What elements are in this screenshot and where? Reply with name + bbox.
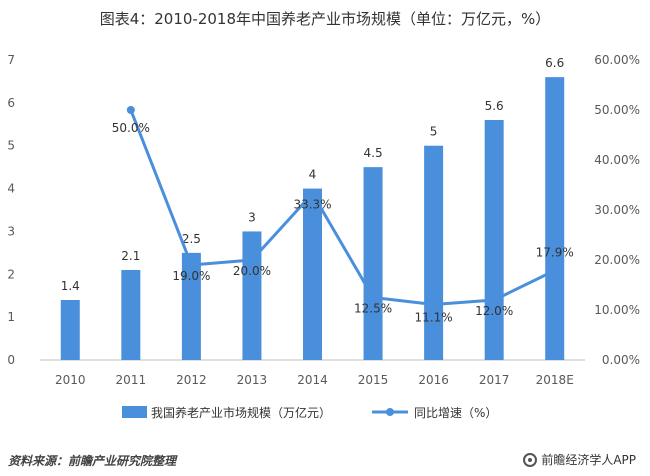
- y-right-tick-label: 60.00%: [594, 53, 640, 67]
- x-tick-label: 2014: [297, 373, 328, 387]
- y-left-tick-label: 7: [7, 53, 15, 67]
- y-axis-left: 0 1 2 3 4 5 6 7: [7, 53, 15, 367]
- legend: 我国养老产业市场规模（万亿元） 同比增速（%）: [122, 405, 497, 420]
- bar: [363, 167, 383, 360]
- line-point: [490, 296, 499, 304]
- bar-value-label: 5: [430, 125, 438, 139]
- y-left-tick-label: 4: [7, 182, 15, 196]
- line-point: [187, 261, 196, 269]
- y-left-tick-label: 1: [7, 310, 15, 324]
- y-axis-right: 0.00% 10.00% 20.00% 30.00% 40.00% 50.00% 60.00…: [594, 53, 640, 367]
- bar-value-label: 2.1: [121, 249, 140, 263]
- legend-bar-label: 我国养老产业市场规模（万亿元）: [151, 405, 331, 420]
- x-axis-ticks: 2010 2011 2012 2013 2014 2015 2016 2017 2018E: [55, 373, 574, 387]
- bar: [121, 270, 141, 360]
- bar: [181, 252, 201, 360]
- legend-line-marker: [386, 408, 394, 416]
- line-value-label: 11.1%: [415, 311, 453, 325]
- line-value-label: 17.9%: [536, 246, 574, 260]
- y-left-tick-label: 3: [7, 224, 15, 238]
- bar: [303, 188, 322, 360]
- x-tick-label: 2018E: [536, 373, 574, 387]
- source-note: 资料来源：前瞻产业研究院整理: [8, 454, 177, 468]
- bar: [60, 300, 80, 360]
- y-right-tick-label: 20.00%: [594, 253, 640, 267]
- growth-line: [129, 109, 556, 306]
- brand-logo-icon: [523, 452, 538, 467]
- bar-series: [60, 77, 565, 361]
- bar-value-label: 4.5: [364, 146, 383, 160]
- line-point: [126, 106, 135, 114]
- bar: [545, 77, 565, 361]
- line-value-label: 20.0%: [233, 264, 271, 278]
- y-left-tick-label: 6: [7, 96, 15, 110]
- x-tick-label: 2015: [358, 373, 389, 387]
- line-point: [429, 300, 438, 309]
- line-point: [369, 293, 378, 302]
- x-tick-label: 2013: [237, 373, 268, 387]
- bar: [484, 120, 504, 360]
- x-tick-label: 2012: [176, 373, 207, 387]
- bar-value-label: 4: [309, 168, 317, 182]
- bar: [424, 145, 444, 360]
- line-series: [126, 106, 559, 309]
- line-point: [308, 189, 317, 198]
- y-right-tick-label: 0.00%: [602, 353, 640, 367]
- chart-title: 图表4：2010-2018年中国养老产业市场规模（单位：万亿元，%）: [99, 10, 551, 28]
- bar-value-label: 3: [248, 210, 256, 224]
- x-tick-label: 2016: [418, 373, 449, 387]
- line-value-label: 19.0%: [172, 269, 210, 283]
- line-value-label: 12.0%: [475, 304, 513, 318]
- line-point: [247, 256, 256, 264]
- y-right-tick-label: 30.00%: [594, 203, 640, 217]
- y-left-tick-label: 5: [7, 139, 15, 153]
- y-right-tick-label: 50.00%: [594, 103, 640, 117]
- x-tick-label: 2017: [479, 373, 510, 387]
- x-tick-label: 2010: [55, 373, 86, 387]
- line-value-label: 33.3%: [293, 198, 331, 212]
- y-left-tick-label: 2: [7, 267, 15, 281]
- x-tick-label: 2011: [116, 373, 147, 387]
- bar-data-labels: 1.4 2.1 2.5 3 4 4.5 5 5.6 6.6: [61, 56, 565, 293]
- line-point: [550, 266, 559, 275]
- bar-value-label: 2.5: [182, 232, 201, 246]
- bar-value-label: 5.6: [485, 99, 504, 113]
- bar-value-label: 1.4: [61, 279, 80, 293]
- y-left-tick-label: 0: [7, 353, 15, 367]
- bar-value-label: 6.6: [545, 56, 564, 70]
- legend-line-label: 同比增速（%）: [414, 406, 497, 420]
- line-value-label: 50.0%: [112, 121, 150, 135]
- line-data-labels: 50.0% 19.0% 20.0% 33.3% 12.5% 11.1% 12.0% 17.9%: [112, 121, 574, 325]
- brand-name: 前瞻经济学人APP: [541, 453, 636, 467]
- line-value-label: 12.5%: [354, 302, 392, 316]
- y-right-tick-label: 10.00%: [594, 303, 640, 317]
- y-right-tick-label: 40.00%: [594, 153, 640, 167]
- bar: [242, 231, 262, 360]
- legend-bar-swatch: [122, 406, 147, 418]
- brand: 前瞻经济学人APP: [523, 451, 636, 468]
